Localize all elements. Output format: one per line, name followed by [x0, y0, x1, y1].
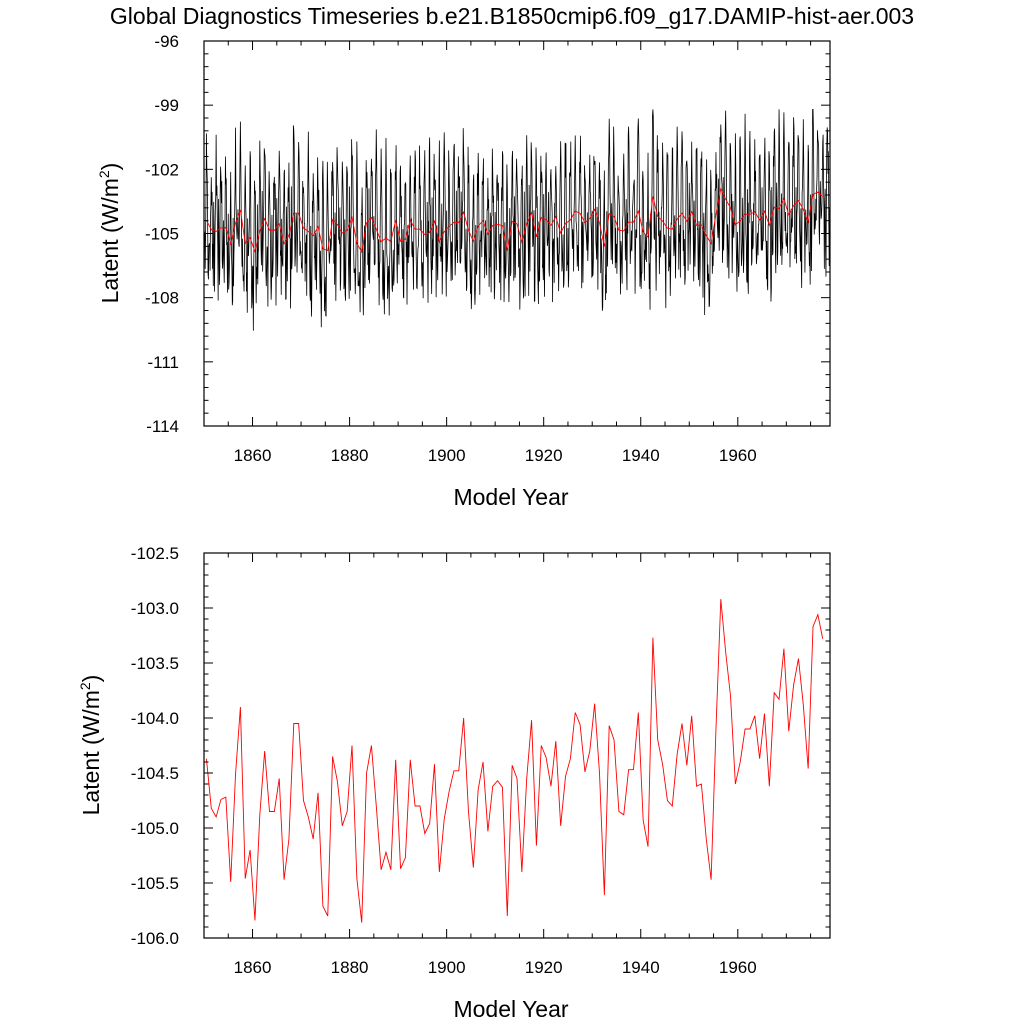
bottom-series-layer [205, 599, 824, 923]
bottom-y-tick-label: -102.5 [131, 544, 179, 563]
bottom-y-axis-label-sup: 2 [77, 682, 93, 690]
top-series-line-0 [203, 109, 830, 331]
top-x-tick-label: 1940 [622, 446, 660, 465]
bottom-y-tick-label: -104.0 [131, 709, 179, 728]
top-y-axis-label-sup: 2 [96, 170, 112, 178]
top-y-tick-label: -114 [146, 417, 179, 436]
top-y-axis-label: Latent (W/m2) [96, 163, 123, 304]
top-x-tick-label: 1960 [719, 446, 757, 465]
bottom-plot-frame [203, 552, 831, 939]
top-y-axis-label-close: ) [97, 163, 123, 171]
top-y-tick-label: -102 [145, 160, 179, 179]
chart-title: Global Diagnostics Timeseries b.e21.B185… [110, 3, 914, 29]
top-y-tick-label: -105 [145, 225, 179, 244]
top-y-tick-label: -108 [145, 289, 179, 308]
top-x-tick-label: 1880 [331, 446, 369, 465]
bottom-series-line-0 [205, 599, 824, 923]
bottom-x-tick-label: 1860 [234, 958, 272, 977]
top-y-axis-label-main: Latent (W/m [97, 178, 123, 303]
top-y-tick-label: -99 [154, 96, 179, 115]
bottom-x-tick-label: 1880 [331, 958, 369, 977]
bottom-y-axis-label: Latent (W/m2) [77, 675, 104, 816]
bottom-y-axis-label-main: Latent (W/m [78, 690, 104, 815]
bottom-y-tick-label: -103.0 [131, 599, 179, 618]
bottom-x-axis-label: Model Year [453, 996, 568, 1022]
top-y-tick-label: -111 [147, 353, 179, 372]
top-x-tick-label: 1860 [234, 446, 272, 465]
bottom-y-tick-label: -105.0 [131, 819, 179, 838]
bottom-y-tick-label: -104.5 [131, 764, 179, 783]
bottom-x-tick-label: 1900 [428, 958, 466, 977]
bottom-tick-layer: 1860 1880 1900 1920 1940 1960 -102.5 -103.0 -103… [131, 544, 830, 977]
bottom-y-axis-label-close: ) [78, 675, 104, 683]
top-series-line-1 [206, 187, 824, 254]
bottom-y-tick-label: -106.0 [131, 929, 179, 948]
bottom-x-tick-label: 1920 [525, 958, 563, 977]
bottom-chart-panel: 1860 1880 1900 1920 1940 1960 -102.5 -103.0 -103… [77, 544, 831, 1022]
bottom-y-tick-label: -105.5 [131, 874, 179, 893]
bottom-y-tick-label: -103.5 [131, 654, 179, 673]
top-series-layer [203, 109, 830, 331]
bottom-x-tick-label: 1940 [622, 958, 660, 977]
top-x-tick-label: 1900 [428, 446, 466, 465]
top-y-tick-label: -96 [154, 32, 179, 51]
top-tick-layer: 1860 1880 1900 1920 1940 1960 -96 -99 -102 -105 -1… [145, 32, 830, 465]
top-x-tick-label: 1920 [525, 446, 563, 465]
bottom-x-tick-label: 1960 [719, 958, 757, 977]
top-chart-panel: 1860 1880 1900 1920 1940 1960 -96 -99 -102 -105 -1… [96, 32, 831, 510]
top-x-axis-label: Model Year [453, 484, 568, 510]
